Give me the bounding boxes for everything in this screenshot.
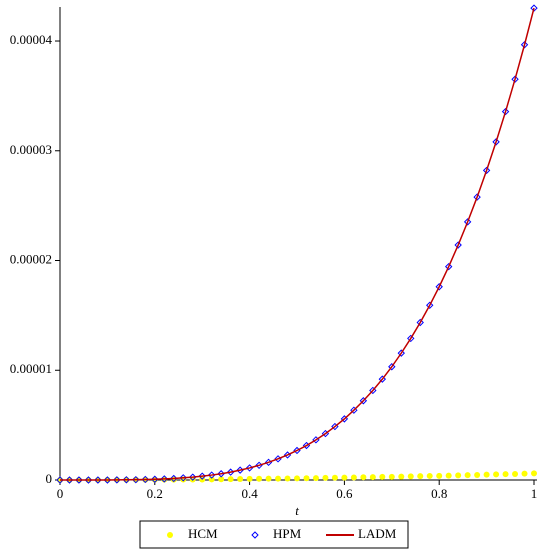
- point: [501, 107, 510, 116]
- point: [483, 471, 490, 478]
- point: [359, 397, 368, 405]
- legend-symbol: [251, 531, 259, 539]
- point: [208, 476, 215, 483]
- point: [436, 472, 443, 479]
- point: [407, 334, 415, 343]
- point: [322, 474, 329, 481]
- point: [492, 138, 500, 146]
- point: [369, 386, 377, 395]
- point: [398, 473, 405, 480]
- point: [265, 475, 272, 482]
- point: [426, 301, 434, 309]
- y-tick-label: 0.00004: [10, 32, 53, 47]
- point: [464, 472, 471, 479]
- point: [473, 193, 481, 201]
- point: [122, 476, 131, 484]
- point: [426, 472, 433, 479]
- point: [474, 471, 481, 478]
- point: [417, 473, 424, 480]
- point: [454, 241, 462, 249]
- point: [388, 363, 396, 371]
- y-tick-label: 0.00001: [10, 361, 52, 376]
- legend-symbol: [167, 532, 173, 538]
- point: [141, 475, 150, 484]
- point: [388, 473, 395, 480]
- point: [303, 475, 310, 482]
- point: [170, 474, 178, 483]
- point: [179, 474, 187, 482]
- point: [531, 470, 537, 477]
- point: [435, 283, 443, 291]
- point: [275, 475, 282, 482]
- point: [445, 472, 452, 479]
- point: [65, 476, 74, 484]
- point: [227, 476, 234, 483]
- point: [530, 4, 538, 12]
- point: [132, 475, 140, 484]
- point: [350, 474, 357, 481]
- x-tick-label: 0.8: [431, 486, 447, 501]
- legend-label: HPM: [273, 526, 302, 541]
- point: [75, 476, 83, 484]
- point: [284, 475, 291, 482]
- point: [520, 41, 529, 49]
- point: [113, 476, 121, 484]
- point: [218, 476, 225, 483]
- point: [511, 75, 519, 83]
- point: [416, 318, 424, 327]
- x-tick-label: 0: [57, 486, 64, 501]
- point: [341, 474, 348, 481]
- point: [493, 471, 500, 478]
- point: [444, 262, 453, 271]
- point: [160, 475, 168, 483]
- y-tick-label: 0.00002: [10, 251, 52, 266]
- x-tick-label: 0.4: [241, 486, 258, 501]
- point: [482, 166, 491, 175]
- y-tick-label: 0.00003: [10, 142, 52, 157]
- point: [397, 349, 405, 357]
- point: [331, 474, 338, 481]
- legend-box: [139, 520, 409, 549]
- point: [378, 375, 387, 383]
- point: [463, 218, 472, 226]
- x-tick-label: 0.2: [147, 486, 163, 501]
- point: [455, 472, 462, 479]
- point: [103, 476, 112, 484]
- point: [237, 476, 244, 483]
- point: [294, 475, 300, 482]
- point: [360, 474, 367, 481]
- point: [312, 475, 319, 482]
- y-tick-label: 0: [46, 471, 53, 486]
- point: [246, 475, 253, 482]
- x-tick-label: 1: [531, 486, 538, 501]
- point: [512, 470, 519, 477]
- legend-label: LADM: [358, 526, 397, 541]
- point: [56, 476, 64, 484]
- point: [502, 471, 509, 478]
- point: [151, 475, 159, 483]
- point: [198, 472, 206, 480]
- x-axis-label: t: [295, 503, 299, 518]
- point: [256, 475, 263, 482]
- x-tick-label: 0.6: [336, 486, 353, 501]
- point: [379, 473, 386, 480]
- point: [94, 476, 102, 484]
- legend-label: HCM: [188, 526, 218, 541]
- point: [369, 474, 376, 481]
- point: [521, 470, 528, 477]
- point: [407, 473, 414, 480]
- series-line: [60, 7, 535, 481]
- point: [84, 476, 93, 484]
- point: [189, 473, 197, 481]
